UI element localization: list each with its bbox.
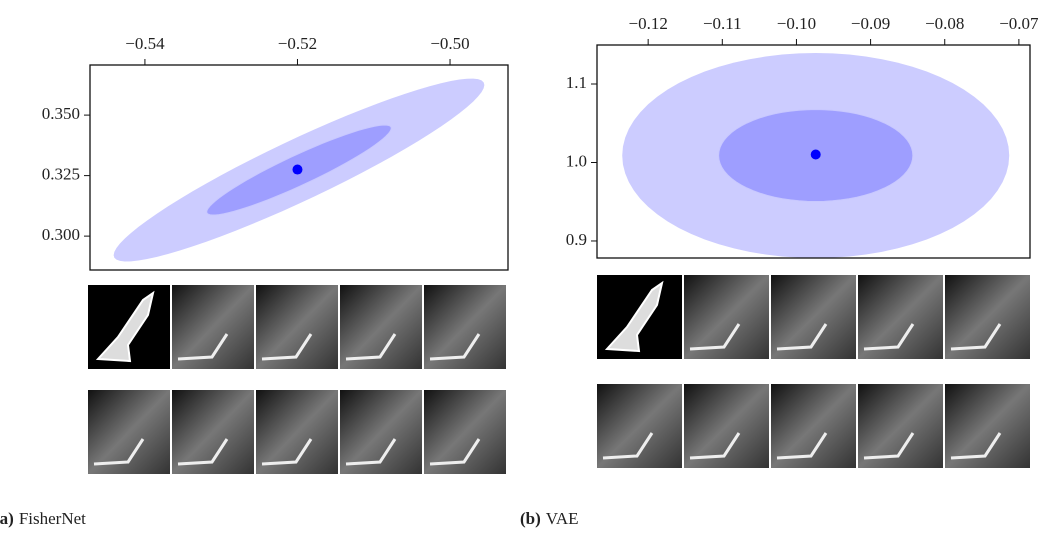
x-tick-label: −0.11 xyxy=(703,14,742,33)
sample-image-heel xyxy=(602,432,654,460)
panel-label: (a) xyxy=(0,509,14,528)
x-tick-label: −0.09 xyxy=(851,14,890,33)
sample-image-shoe xyxy=(95,290,155,363)
sample-image xyxy=(771,275,856,359)
sample-image xyxy=(945,275,1030,359)
y-tick-label: 0.325 xyxy=(42,165,80,184)
x-tick-label: −0.08 xyxy=(925,14,964,33)
sample-image xyxy=(684,275,769,359)
x-tick-label: −0.12 xyxy=(628,14,667,33)
panel-title: VAE xyxy=(546,509,579,528)
y-tick-label: 0.300 xyxy=(42,225,80,244)
sample-image-heel xyxy=(177,333,229,361)
sample-image-heel xyxy=(261,438,313,466)
sample-image-heel xyxy=(177,438,229,466)
y-tick-label: 1.1 xyxy=(566,73,587,92)
sample-image xyxy=(684,384,769,468)
sample-image-heel xyxy=(689,432,741,460)
sample-image-heel xyxy=(776,432,828,460)
sample-image xyxy=(945,384,1030,468)
sample-image-heel xyxy=(689,323,741,351)
x-tick-label: −0.52 xyxy=(278,34,317,53)
y-tick-label: 1.0 xyxy=(566,151,587,170)
x-tick-label: −0.07 xyxy=(999,14,1039,33)
panel-label: (b) xyxy=(520,509,541,528)
mean-point xyxy=(810,149,821,160)
sample-image-heel xyxy=(345,333,397,361)
sample-image-shoe xyxy=(604,280,664,353)
x-tick-label: −0.50 xyxy=(430,34,469,53)
sample-image-heel xyxy=(261,333,313,361)
sample-image xyxy=(858,384,943,468)
axes-frame xyxy=(596,44,1031,259)
sample-image xyxy=(597,384,682,468)
y-tick-label: 0.350 xyxy=(42,104,80,123)
sample-image-heel xyxy=(93,438,145,466)
x-tick-label: −0.10 xyxy=(777,14,816,33)
axes-frame xyxy=(89,64,509,271)
sample-image-heel xyxy=(863,432,915,460)
sample-image xyxy=(858,275,943,359)
sample-image-heel xyxy=(429,333,481,361)
sample-image xyxy=(771,384,856,468)
panel-caption: (b) VAE xyxy=(520,509,579,528)
mean-point xyxy=(292,164,303,175)
x-tick-label: −0.54 xyxy=(125,34,165,53)
sample-image-heel xyxy=(776,323,828,351)
panel-caption: (a) FisherNet xyxy=(0,509,86,528)
sample-image-heel xyxy=(950,323,1002,351)
sample-image-heel xyxy=(429,438,481,466)
sample-image-heel xyxy=(345,438,397,466)
sample-image-heel xyxy=(950,432,1002,460)
sample-image-heel xyxy=(863,323,915,351)
y-tick-label: 0.9 xyxy=(566,230,587,249)
panel-title: FisherNet xyxy=(19,509,86,528)
